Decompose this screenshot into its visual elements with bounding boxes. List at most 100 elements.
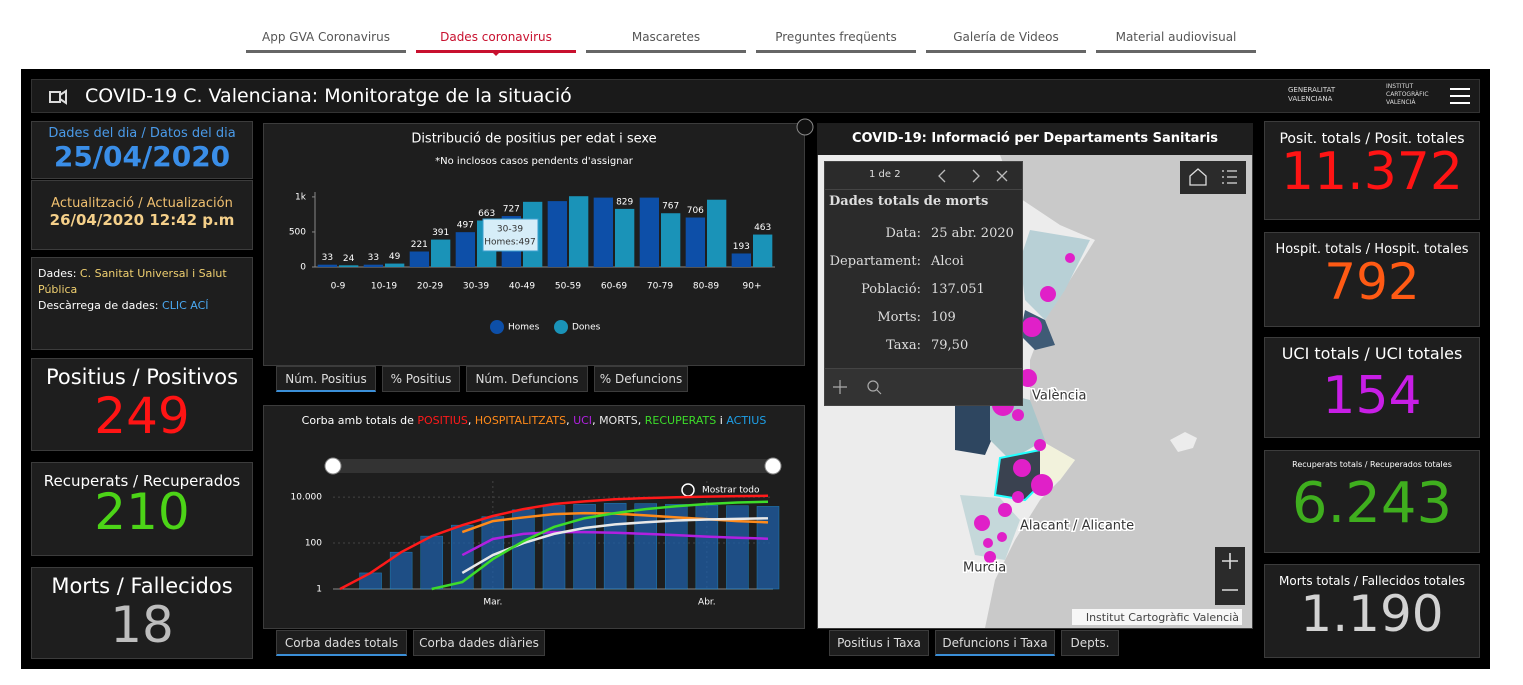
- bar: [512, 509, 535, 590]
- bar: [542, 505, 566, 590]
- x-tick-label: 60-69: [601, 282, 627, 292]
- map-label: València: [1032, 389, 1086, 404]
- nav-tab[interactable]: Mascaretes: [586, 30, 746, 53]
- popup-value: 79,50: [931, 338, 969, 353]
- data-label: 33: [322, 253, 333, 263]
- map-marker: [984, 551, 996, 563]
- kpi-label: Recuperats / Recuperados: [43, 472, 241, 490]
- title-series: RECUPERATS: [645, 414, 716, 427]
- popup-controls[interactable]: [935, 168, 1015, 184]
- range-slider: [333, 459, 773, 473]
- bar: [409, 251, 429, 267]
- tab[interactable]: Positius i Taxa: [829, 630, 929, 656]
- bar: [707, 199, 727, 267]
- nav-tab[interactable]: Galería de Videos: [926, 30, 1086, 53]
- kpi-label: Recuperats totals / Recuperados totales: [1292, 460, 1452, 469]
- slider-handle[interactable]: [324, 457, 342, 475]
- nav-tab[interactable]: Preguntes freqüents: [756, 30, 916, 53]
- header-icon: [49, 89, 67, 105]
- sources-panel: Dades: C. Sanitat Universal i Salut Públ…: [31, 257, 253, 350]
- tab[interactable]: % Positius: [382, 366, 460, 392]
- bar: [661, 213, 681, 267]
- kpi-panel: Posit. totals / Posit. totales 11.372: [1264, 121, 1480, 220]
- logo-text: CARTOGRÀFIC: [1386, 91, 1429, 98]
- text: Dades:: [38, 267, 77, 280]
- bar: [756, 506, 780, 590]
- popup-label: Població:: [861, 282, 921, 297]
- map-marker: [974, 515, 990, 531]
- map-marker: [997, 532, 1007, 542]
- series-line: [461, 530, 769, 557]
- title-series: ACTIUS: [726, 414, 766, 427]
- tab[interactable]: Defuncions i Taxa: [935, 630, 1055, 656]
- slider-handle[interactable]: [764, 457, 782, 475]
- nav-tab[interactable]: App GVA Coronavirus: [246, 30, 406, 53]
- data-label: 33: [368, 253, 379, 263]
- nav-tab[interactable]: Dades coronavirus: [416, 30, 576, 56]
- update-panel: Actualització / Actualización 26/04/2020…: [31, 180, 253, 250]
- popup-tools[interactable]: [833, 379, 883, 395]
- y-tick-label: 1: [316, 585, 322, 595]
- header-title: COVID-19 C. Valenciana: Monitoratge de l…: [85, 85, 572, 107]
- series-line: [339, 494, 769, 591]
- bar: [573, 504, 596, 590]
- menu-button[interactable]: [1450, 87, 1470, 105]
- tab[interactable]: Corba dades totals: [276, 630, 407, 656]
- tab[interactable]: Núm. Defuncions: [466, 366, 588, 392]
- y-tick-label: 10.000: [291, 493, 323, 503]
- bar: [547, 201, 567, 267]
- data-label: 706: [687, 206, 704, 216]
- bar: [339, 265, 359, 267]
- bar: [569, 196, 589, 267]
- update-label: Actualització / Actualización: [51, 196, 233, 211]
- download-line: Descàrrega de dades: CLIC ACÍ: [38, 298, 246, 314]
- tab[interactable]: Depts.: [1061, 630, 1119, 656]
- kpi-panel: UCI totals / UCI totales 154: [1264, 337, 1480, 438]
- bar: [685, 217, 705, 267]
- kpi-label: Positius / Positivos: [45, 365, 239, 389]
- map-marker: [983, 538, 993, 548]
- source: C. Sanitat Universal i Salut Pública: [38, 267, 227, 296]
- date: 25/04/2020: [53, 140, 231, 173]
- kpi-value: 18: [110, 596, 174, 654]
- bar: [317, 264, 337, 267]
- logo-text: INSTITUT: [1386, 83, 1414, 90]
- title-series: HOSPITALITZATS: [475, 414, 566, 427]
- zoom-label[interactable]: Mostrar todo: [702, 486, 760, 496]
- title-series: POSITIUS: [417, 414, 468, 427]
- map-label: Murcia: [963, 561, 1006, 576]
- data-label: 24: [343, 254, 355, 264]
- bar: [451, 524, 474, 590]
- data-label: 829: [616, 197, 633, 207]
- kpi-label: Morts / Fallecidos: [51, 574, 233, 598]
- x-tick-label: 0-9: [331, 282, 346, 292]
- tab[interactable]: Corba dades diàries: [413, 630, 545, 656]
- nav-tab[interactable]: Material audiovisual: [1096, 30, 1256, 53]
- expand-button[interactable]: [796, 118, 814, 136]
- x-tick-label: 70-79: [647, 282, 673, 292]
- bar: [634, 503, 657, 590]
- bar: [615, 208, 635, 267]
- x-tick-label: 30-39: [463, 282, 489, 292]
- title-series: MORTS: [599, 414, 638, 427]
- data-label: 193: [733, 242, 750, 252]
- bar: [695, 505, 719, 590]
- map-marker: [1040, 286, 1056, 302]
- date-panel: Dades del dia / Datos del dia 25/04/2020: [31, 121, 253, 179]
- tab[interactable]: % Defuncions: [594, 366, 688, 392]
- map-marker: [1012, 491, 1024, 503]
- island: [1170, 432, 1197, 452]
- kpi-panel: Hospit. totals / Hospit. totales 792: [1264, 232, 1480, 327]
- text: Descàrrega de dades:: [38, 299, 159, 312]
- data-label: 391: [432, 228, 449, 238]
- data-label: 463: [754, 223, 771, 233]
- bar: [420, 535, 443, 590]
- map-marker: [1031, 474, 1053, 496]
- map-title: COVID-19: Informació per Departaments Sa…: [817, 123, 1253, 155]
- tab[interactable]: Núm. Positius: [276, 366, 376, 392]
- kpi-label: UCI totals / UCI totales: [1281, 344, 1463, 363]
- bar: [603, 502, 627, 590]
- y-tick-label: 500: [289, 227, 306, 237]
- x-tick-label: 20-29: [417, 282, 443, 292]
- download-link[interactable]: CLIC ACÍ: [162, 299, 209, 312]
